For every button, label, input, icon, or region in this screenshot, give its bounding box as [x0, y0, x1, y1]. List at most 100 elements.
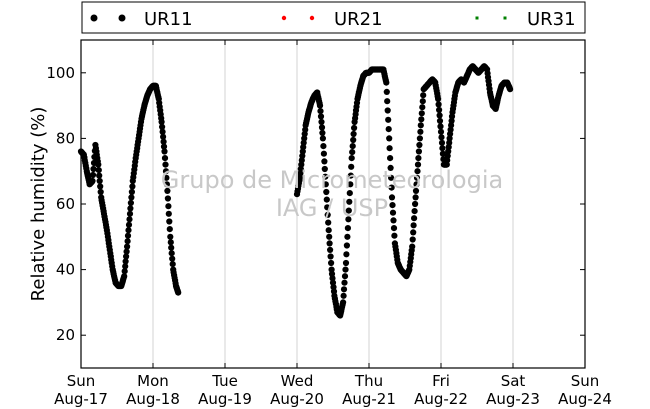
- data-point: [410, 229, 417, 236]
- y-tick-label: 60: [56, 195, 75, 213]
- data-point: [410, 222, 417, 229]
- x-tick-date-label: Aug-22: [414, 390, 468, 408]
- data-point: [341, 279, 348, 286]
- x-axis-ticks: SunAug-17MonAug-18TueAug-19WedAug-20ThuA…: [54, 40, 612, 408]
- watermark-text: Grupo de Micrometeorologia: [161, 166, 503, 194]
- data-point: [390, 225, 398, 232]
- data-point: [417, 122, 424, 129]
- y-tick-label: 80: [56, 129, 75, 147]
- data-point: [96, 177, 103, 185]
- data-point: [412, 187, 420, 194]
- data-point: [438, 139, 446, 146]
- data-point: [419, 98, 426, 105]
- data-point: [418, 116, 425, 123]
- data-point: [127, 205, 134, 212]
- legend-label: UR11: [144, 9, 193, 30]
- data-point: [325, 227, 332, 234]
- x-tick-day-label: Tue: [211, 372, 238, 390]
- data-point: [165, 203, 172, 210]
- data-point: [388, 174, 395, 181]
- data-point: [163, 174, 170, 181]
- data-point: [435, 95, 442, 103]
- legend-marker: [503, 16, 507, 20]
- data-point: [344, 233, 351, 240]
- data-point: [321, 165, 328, 173]
- data-point: [122, 263, 129, 270]
- data-point: [420, 92, 427, 99]
- data-point: [350, 136, 357, 144]
- data-point: [411, 215, 418, 222]
- legend: UR11 UR21 UR31: [81, 1, 586, 34]
- data-point: [413, 181, 420, 188]
- data-point: [164, 195, 171, 202]
- data-point: [389, 209, 397, 216]
- data-point: [89, 171, 97, 179]
- x-tick-date-label: Aug-18: [126, 390, 180, 408]
- data-point: [383, 88, 390, 95]
- watermark-text: IAG / USP: [276, 194, 388, 222]
- x-tick-date-label: Aug-19: [198, 390, 252, 408]
- data-point: [437, 123, 444, 130]
- data-point: [158, 118, 165, 126]
- data-point: [386, 135, 393, 142]
- data-point: [317, 113, 325, 120]
- data-point: [168, 250, 175, 257]
- data-point: [409, 243, 416, 250]
- data-point: [319, 129, 326, 136]
- x-tick-date-label: Aug-17: [54, 390, 108, 408]
- data-point: [161, 155, 169, 162]
- data-point: [97, 188, 104, 196]
- data-point: [418, 110, 425, 117]
- data-point: [384, 98, 391, 105]
- data-point: [387, 155, 394, 162]
- x-tick-day-label: Fri: [432, 372, 450, 390]
- data-point: [435, 101, 442, 108]
- data-point: [384, 107, 391, 114]
- data-point: [385, 116, 392, 123]
- data-point: [436, 112, 443, 119]
- data-point: [127, 199, 134, 206]
- data-point: [160, 138, 167, 145]
- x-tick-day-label: Sun: [571, 372, 600, 390]
- x-tick-day-label: Sat: [501, 372, 526, 390]
- data-point: [169, 261, 176, 268]
- data-point: [415, 148, 422, 155]
- data-point: [326, 233, 333, 240]
- data-point: [323, 196, 330, 203]
- data-point: [328, 259, 335, 267]
- x-tick-date-label: Aug-24: [558, 390, 612, 408]
- legend-label: UR31: [527, 9, 576, 30]
- data-point: [125, 227, 132, 234]
- data-point: [385, 126, 392, 133]
- data-point: [161, 148, 168, 155]
- y-axis-ticks: 20 40 60 80 100: [46, 64, 585, 344]
- legend-marker: [90, 14, 98, 22]
- legend-marker: [309, 15, 315, 21]
- data-point: [123, 253, 130, 260]
- data-point: [409, 236, 416, 243]
- data-point: [162, 161, 169, 168]
- data-point: [123, 248, 130, 255]
- data-point: [347, 172, 354, 179]
- data-point: [175, 289, 182, 296]
- data-point: [124, 238, 131, 245]
- data-point: [324, 204, 331, 211]
- data-point: [95, 161, 102, 168]
- data-point: [341, 273, 349, 280]
- x-tick-day-label: Wed: [281, 372, 314, 390]
- data-point: [416, 141, 423, 149]
- legend-marker: [118, 14, 126, 22]
- y-tick-label: 20: [56, 326, 75, 344]
- data-point: [321, 158, 328, 165]
- data-point: [164, 187, 171, 194]
- data-point: [159, 123, 166, 130]
- vertical-grid: [152, 40, 514, 368]
- data-point: [320, 150, 327, 157]
- data-point: [344, 225, 351, 232]
- data-point: [436, 106, 443, 114]
- data-point: [316, 102, 324, 109]
- data-point: [417, 128, 424, 135]
- data-point: [322, 181, 329, 188]
- data-point: [414, 161, 422, 168]
- data-point: [128, 188, 135, 196]
